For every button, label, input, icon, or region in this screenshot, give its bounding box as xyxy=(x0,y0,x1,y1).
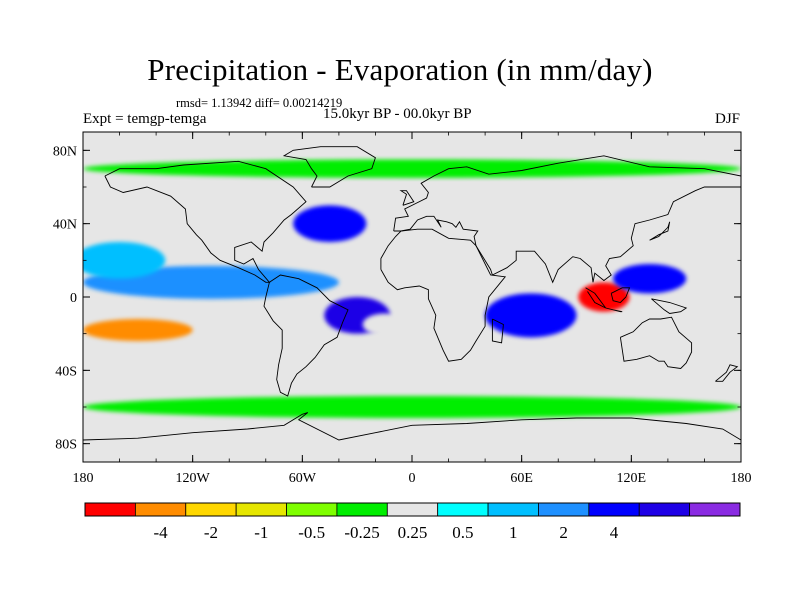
coastline-5 xyxy=(282,146,376,188)
x-tick-label-0: 180 xyxy=(73,471,94,486)
colorbar-label-9: 4 xyxy=(610,523,619,542)
colorbar: -4 -2 -1 -0.5 -0.25 0.25 0.5 1 2 4 xyxy=(84,502,741,542)
season-label: DJF xyxy=(714,111,740,127)
field-region-north-atlantic-wet xyxy=(293,205,367,243)
coastline-6 xyxy=(83,412,741,441)
coastline-12 xyxy=(649,221,671,241)
x-tick-label-3: 0 xyxy=(409,471,416,486)
colorbar-swatch-3 xyxy=(235,502,287,517)
field-region-south-ocean-band xyxy=(83,396,741,418)
colorbar-swatch-8 xyxy=(487,502,539,517)
colorbar-label-5: 0.25 xyxy=(398,523,428,542)
field-region-northern-band xyxy=(83,159,741,178)
y-tick-label-0: 80N xyxy=(53,144,77,159)
coastline-4 xyxy=(619,316,693,369)
colorbar-swatch-11 xyxy=(638,502,691,517)
coastline-3 xyxy=(393,155,741,284)
colorbar-swatch-2 xyxy=(185,502,237,517)
y-tick-label-3: 40S xyxy=(55,364,77,379)
x-tick-label-1: 120W xyxy=(176,471,211,486)
field-layer xyxy=(83,159,741,418)
colorbar-swatch-1 xyxy=(134,502,187,517)
colorbar-label-6: 0.5 xyxy=(452,523,473,542)
colorbar-swatch-7 xyxy=(437,502,489,517)
x-tick-label-5: 120E xyxy=(617,471,647,486)
colorbar-swatch-6 xyxy=(386,502,439,517)
field-region-indian-ocean-wet xyxy=(485,293,577,338)
field-region-south-atlantic-dry xyxy=(362,313,407,336)
coastline-13 xyxy=(491,318,504,344)
y-tick-label-2: 0 xyxy=(70,291,77,306)
colorbar-swatch-0 xyxy=(84,502,136,517)
coastline-2 xyxy=(380,228,507,362)
x-tick-label-2: 60W xyxy=(289,471,317,486)
y-tick-label-1: 40N xyxy=(53,218,77,233)
colorbar-frame xyxy=(84,502,741,517)
y-axis: 80N 40N 0 40S 80S xyxy=(53,144,741,453)
coastline-9 xyxy=(610,287,631,303)
colorbar-swatch-5 xyxy=(336,502,388,517)
colorbar-label-3: -0.5 xyxy=(298,523,325,542)
colorbar-label-0: -4 xyxy=(153,523,168,542)
colorbar-label-7: 1 xyxy=(509,523,518,542)
chart-title: Precipitation - Evaporation (in mm/day) xyxy=(147,52,653,87)
x-axis: 180 120W 60W 0 60E 120E 180 xyxy=(73,132,752,486)
colorbar-swatch-10 xyxy=(588,502,640,517)
colorbar-label-8: 2 xyxy=(559,523,568,542)
colorbar-swatch-12 xyxy=(689,502,741,517)
coastline-14 xyxy=(715,364,739,382)
stats-line: rmsd= 1.13942 diff= 0.00214219 xyxy=(176,96,343,110)
period-label: 15.0kyr BP - 00.0kyr BP xyxy=(323,106,472,122)
field-region-south-pacific-dry xyxy=(83,319,193,341)
map-plot: 180 120W 60W 0 60E 120E 180 80N 40N 0 40S 80S xyxy=(53,131,752,486)
colorbar-swatch-9 xyxy=(538,502,590,517)
colorbar-label-4: -0.25 xyxy=(344,523,379,542)
field-region-maritime-continent-dry xyxy=(578,282,630,312)
coastline-1 xyxy=(263,274,349,397)
y-tick-label-4: 80S xyxy=(55,438,77,453)
coastline-11 xyxy=(399,190,415,206)
colorbar-swatch-4 xyxy=(286,502,338,517)
coastline-0 xyxy=(104,160,307,283)
coastline-layer xyxy=(83,146,741,441)
field-region-north-pacific-band xyxy=(83,242,166,279)
coastline-8 xyxy=(605,307,623,313)
colorbar-label-1: -2 xyxy=(204,523,218,542)
coastline-10 xyxy=(651,298,688,314)
experiment-label: Expt = temgp-temga xyxy=(83,111,207,127)
field-region-west-pacific-wet xyxy=(613,264,687,294)
x-tick-label-4: 60E xyxy=(510,471,533,486)
x-tick-label-6: 180 xyxy=(731,471,752,486)
colorbar-label-2: -1 xyxy=(254,523,268,542)
